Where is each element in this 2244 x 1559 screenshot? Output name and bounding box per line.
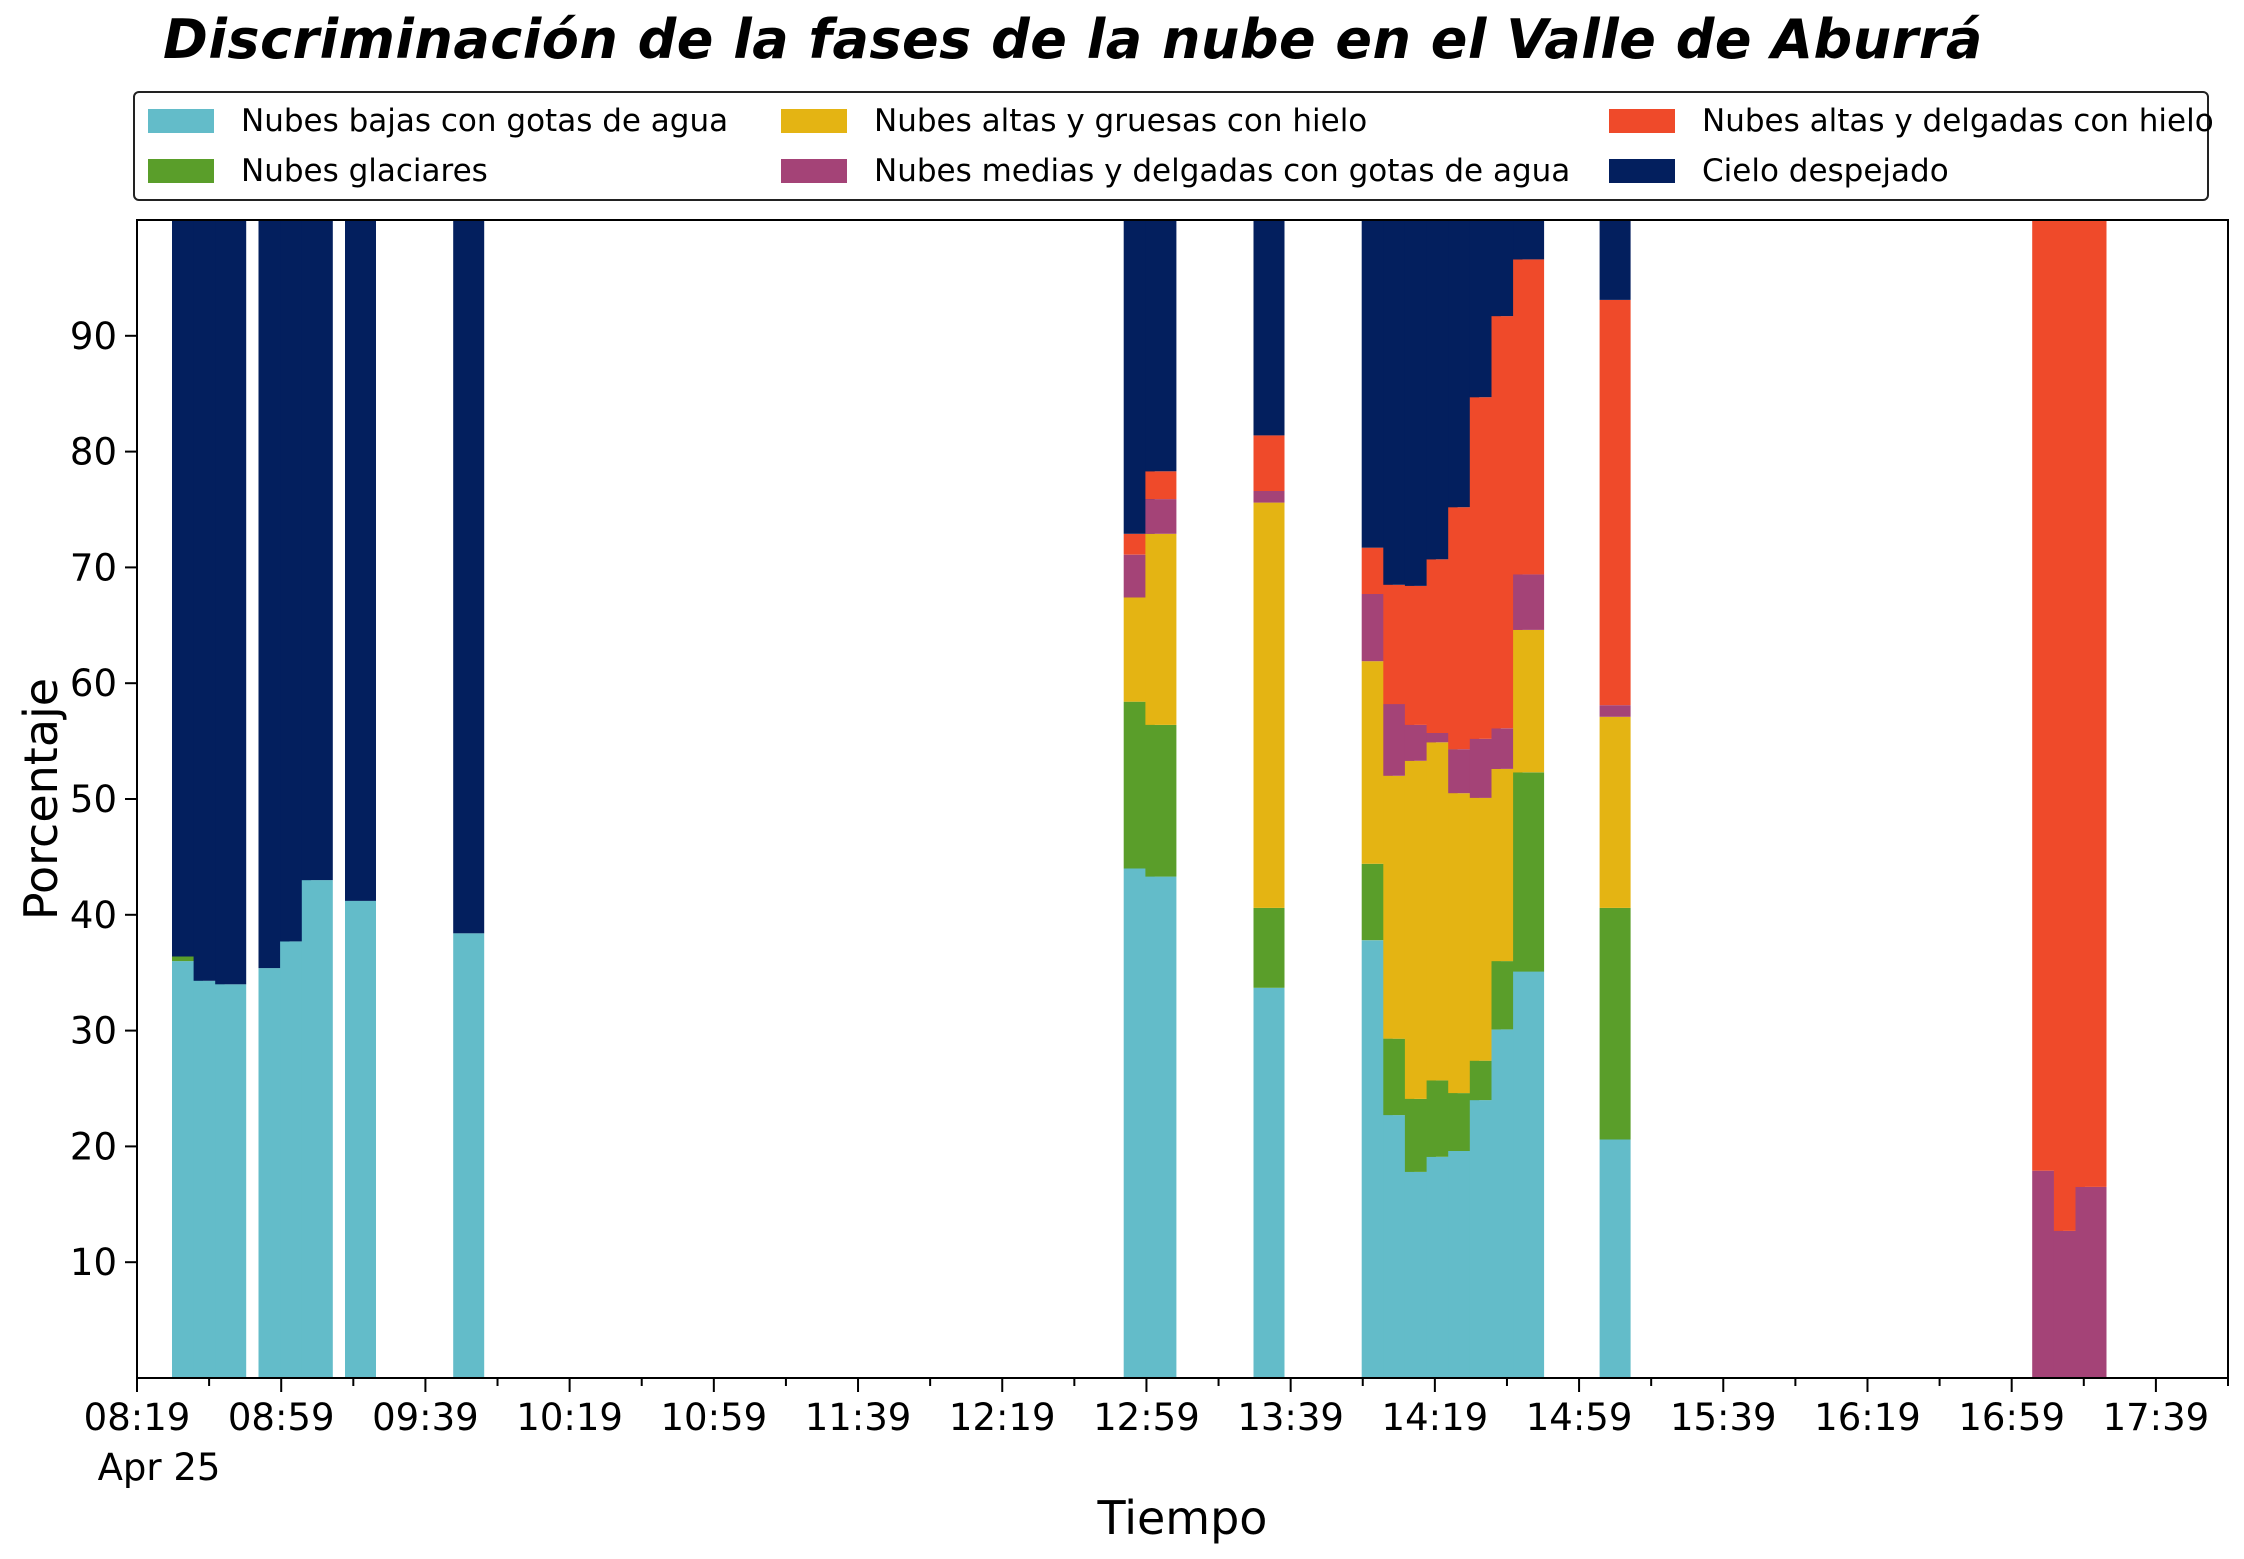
legend-swatch xyxy=(148,109,214,133)
bar-segment xyxy=(1145,724,1177,877)
bar-segment xyxy=(1513,971,1545,1378)
bar-segment xyxy=(1599,705,1631,717)
bar-segment xyxy=(1599,220,1631,300)
y-axis: 10 20 30 40 50 60 70 80 90 xyxy=(70,315,137,1284)
legend-item: Nubes altas y delgadas con hielo xyxy=(1609,101,2214,141)
y-tick-label: 90 xyxy=(70,315,117,358)
bar-segment xyxy=(1253,220,1285,436)
legend-item: Nubes bajas con gotas de agua xyxy=(148,101,728,141)
x-tick-label: 16:19 xyxy=(1814,1396,1921,1439)
bar-segment xyxy=(1513,259,1545,575)
y-tick-label: 30 xyxy=(70,1010,117,1053)
bar-segment xyxy=(1253,491,1285,503)
x-tick-label: 17:39 xyxy=(2103,1396,2210,1439)
legend-label: Nubes bajas con gotas de agua xyxy=(241,103,729,139)
bar-segment xyxy=(1145,499,1177,534)
legend-item: Nubes medias y delgadas con gotas de agu… xyxy=(781,151,1570,191)
bar-layer xyxy=(172,220,2107,1378)
bar-segment xyxy=(1145,220,1177,472)
bar-segment xyxy=(1599,299,1631,706)
legend-label: Nubes medias y delgadas con gotas de agu… xyxy=(874,153,1571,189)
bar-segment xyxy=(1599,716,1631,908)
x-tick-label: 12:59 xyxy=(1093,1396,1200,1439)
bar-segment xyxy=(215,984,247,1378)
y-tick-label: 60 xyxy=(70,662,117,705)
bar-segment xyxy=(1513,629,1545,773)
x-tick-label: 09:39 xyxy=(372,1396,479,1439)
legend-item: Cielo despejado xyxy=(1609,151,1949,191)
bar-segment xyxy=(301,880,333,1378)
x-axis-label: Tiempo xyxy=(1097,1491,1268,1545)
bar-segment xyxy=(1599,1139,1631,1378)
y-tick-label: 10 xyxy=(70,1241,117,1284)
bar-segment xyxy=(1513,574,1545,630)
bar-segment xyxy=(345,220,376,901)
bar-segment xyxy=(1253,987,1285,1378)
legend-label: Nubes altas y delgadas con hielo xyxy=(1702,103,2214,139)
bar-segment xyxy=(215,220,247,985)
legend-label: Nubes glaciares xyxy=(241,153,488,189)
bar-segment xyxy=(1513,220,1545,260)
x-axis: 08:19 08:59 09:39 10:19 10:59 11:39 12:19 12:59… xyxy=(84,1378,2229,1489)
x-tick-label: 08:59 xyxy=(228,1396,335,1439)
y-axis-label: Porcentaje xyxy=(14,678,68,920)
legend-label: Nubes altas y gruesas con hielo xyxy=(874,103,1368,139)
bar-segment xyxy=(1599,907,1631,1140)
bar-segment xyxy=(1253,907,1285,988)
y-tick-label: 80 xyxy=(70,431,117,474)
x-tick-label: 12:19 xyxy=(949,1396,1056,1439)
bar-segment xyxy=(1253,502,1285,908)
bar-segment xyxy=(453,220,485,934)
x-tick-label: 16:59 xyxy=(1958,1396,2065,1439)
legend-swatch xyxy=(148,159,214,183)
y-tick-label: 70 xyxy=(70,546,117,589)
plot-frame xyxy=(136,219,2229,1379)
bar-segment xyxy=(1513,772,1545,972)
legend-label: Cielo despejado xyxy=(1702,153,1949,189)
legend-swatch xyxy=(781,159,847,183)
bar-segment xyxy=(2075,1186,2107,1378)
legend-swatch xyxy=(781,109,847,133)
x-tick-label: 14:19 xyxy=(1382,1396,1489,1439)
x-tick-label: 13:39 xyxy=(1237,1396,1344,1439)
x-tick-label: 10:19 xyxy=(516,1396,623,1439)
x-tick-label: 10:59 xyxy=(661,1396,768,1439)
chart-title: Discriminación de la fases de la nube en… xyxy=(163,8,1983,71)
bar-segment xyxy=(2075,220,2107,1187)
bar-segment xyxy=(1145,471,1177,500)
legend: Nubes bajas con gotas de agua Nubes glaci… xyxy=(133,91,2214,201)
legend-swatch xyxy=(1609,159,1675,183)
bar-segment xyxy=(301,220,333,881)
y-tick-label: 40 xyxy=(70,894,117,937)
y-tick-label: 20 xyxy=(70,1125,117,1168)
bar-segment xyxy=(1145,876,1177,1378)
bar-segment xyxy=(1145,533,1177,725)
bar-segment xyxy=(453,933,485,1378)
legend-item: Nubes altas y gruesas con hielo xyxy=(781,101,1367,141)
legend-item: Nubes glaciares xyxy=(148,151,488,191)
legend-swatch xyxy=(1609,109,1675,133)
x-date-label: Apr 25 xyxy=(98,1446,221,1489)
y-tick-label: 50 xyxy=(70,778,117,821)
bar-segment xyxy=(1426,733,1458,743)
bar-segment xyxy=(345,900,376,1378)
x-tick-label: 11:39 xyxy=(805,1396,912,1439)
x-tick-label: 15:39 xyxy=(1670,1396,1777,1439)
bar-segment xyxy=(1253,435,1285,491)
x-tick-label: 08:19 xyxy=(84,1396,191,1439)
bar-segment xyxy=(172,956,203,962)
x-tick-label: 14:59 xyxy=(1526,1396,1633,1439)
